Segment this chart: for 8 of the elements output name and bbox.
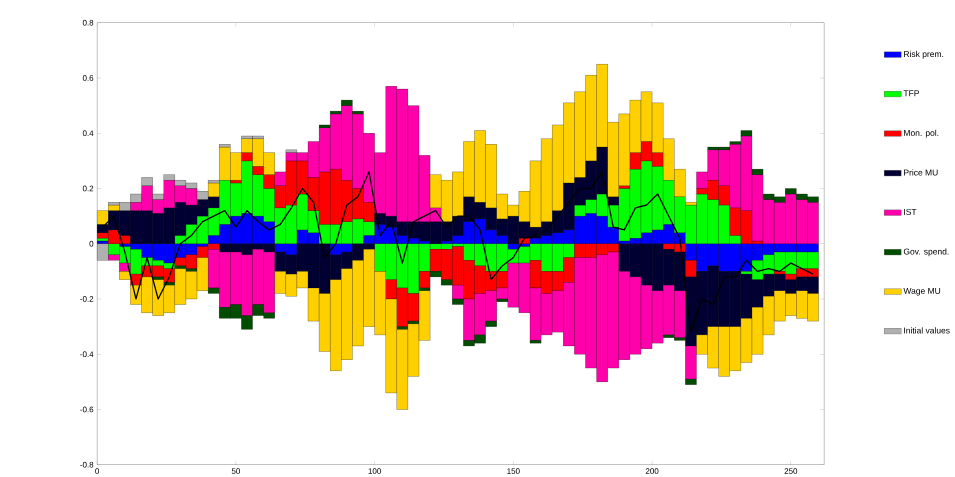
legend-label: Initial values bbox=[904, 327, 950, 334]
legend-label: Risk prem. bbox=[904, 50, 944, 59]
legend-label: Mon. pol. bbox=[904, 130, 938, 138]
legend-label: Gov. spend. bbox=[904, 248, 948, 256]
legend-label: IST bbox=[904, 208, 916, 215]
legend-label: Wage MU bbox=[903, 288, 940, 296]
legend-label: TFP bbox=[904, 90, 919, 96]
legend-label: Price MU bbox=[904, 169, 938, 176]
